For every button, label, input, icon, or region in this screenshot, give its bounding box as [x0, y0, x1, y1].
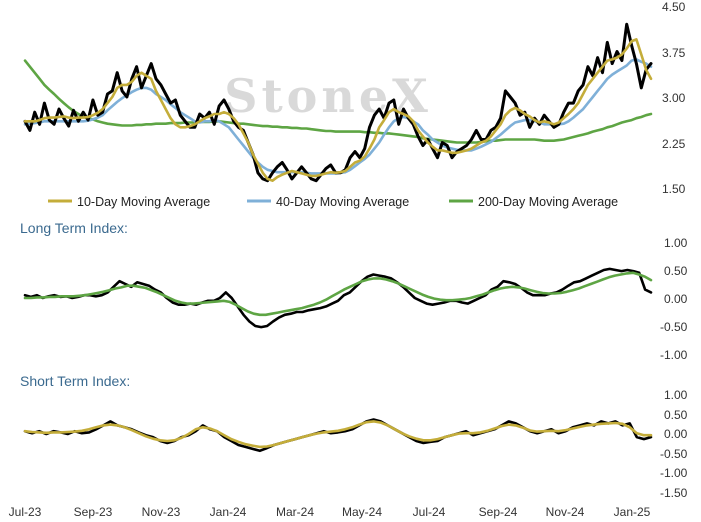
- x-tick-label: Sep-23: [74, 505, 113, 519]
- st-y-tick-label: -1.50: [660, 486, 688, 500]
- legend-label-200day: 200-Day Moving Average: [478, 195, 618, 209]
- st-y-tick-label: -1.00: [660, 466, 688, 480]
- long-term-title: Long Term Index:: [20, 220, 128, 236]
- short-term-panel: Short Term Index: 1.00 0.50 0.00 -0.50 -…: [20, 373, 688, 500]
- price-y-tick-label: 2.25: [662, 137, 686, 151]
- st-y-tick-label: 1.00: [664, 388, 688, 402]
- series-line-short-term-0: [23, 418, 653, 453]
- lt-y-tick-label: -0.50: [660, 320, 688, 334]
- long-term-y-axis: 1.00 0.50 0.00 -0.50 -1.00: [660, 236, 688, 362]
- series-line-10-day-moving-average: [23, 38, 653, 182]
- x-tick-label: Mar-24: [276, 505, 314, 519]
- short-term-y-axis: 1.00 0.50 0.00 -0.50 -1.00 -1.50: [660, 388, 688, 500]
- x-tick-label: Sep-24: [479, 505, 518, 519]
- series-line-short-term-1: [23, 420, 653, 449]
- lt-y-tick-label: 1.00: [664, 236, 688, 250]
- price-y-tick-label: 4.50: [662, 0, 686, 14]
- long-term-panel: Long Term Index: 1.00 0.50 0.00 -0.50 -1…: [20, 220, 688, 362]
- st-y-tick-label: -0.50: [660, 447, 688, 461]
- price-y-axis: 4.50 3.75 3.00 2.25 1.50: [662, 0, 686, 196]
- watermark-logo: StoneX: [224, 69, 432, 123]
- x-tick-label: Jan-24: [210, 505, 247, 519]
- price-y-tick-label: 3.75: [662, 46, 686, 60]
- legend-label-10day: 10-Day Moving Average: [77, 195, 210, 209]
- lt-y-tick-label: 0.50: [664, 264, 688, 278]
- price-legend: 10-Day Moving Average 40-Day Moving Aver…: [48, 195, 618, 209]
- price-y-tick-label: 3.00: [662, 91, 686, 105]
- x-tick-label: Nov-24: [546, 505, 585, 519]
- long-term-lines: [23, 267, 653, 329]
- legend-label-40day: 40-Day Moving Average: [276, 195, 409, 209]
- st-y-tick-label: 0.00: [664, 427, 688, 441]
- series-line-long-term-1: [23, 271, 653, 317]
- lt-y-tick-label: 0.00: [664, 292, 688, 306]
- x-tick-label: Jan-25: [614, 505, 651, 519]
- x-tick-label: Jul-24: [413, 505, 446, 519]
- st-y-tick-label: 0.50: [664, 408, 688, 422]
- x-tick-label: Nov-23: [142, 505, 181, 519]
- series-line-long-term-0: [23, 267, 653, 329]
- lt-y-tick-label: -1.00: [660, 348, 688, 362]
- price-y-tick-label: 1.50: [662, 182, 686, 196]
- x-axis: Jul-23 Sep-23 Nov-23 Jan-24 Mar-24 May-2…: [9, 505, 651, 519]
- x-tick-label: Jul-23: [9, 505, 42, 519]
- x-tick-label: May-24: [342, 505, 382, 519]
- short-term-title: Short Term Index:: [20, 373, 130, 389]
- short-term-lines: [23, 418, 653, 453]
- price-lines: [23, 22, 653, 183]
- price-panel: 4.50 3.75 3.00 2.25 1.50 10-Day Moving A…: [23, 0, 686, 209]
- series-line-200-day-moving-average: [23, 59, 653, 144]
